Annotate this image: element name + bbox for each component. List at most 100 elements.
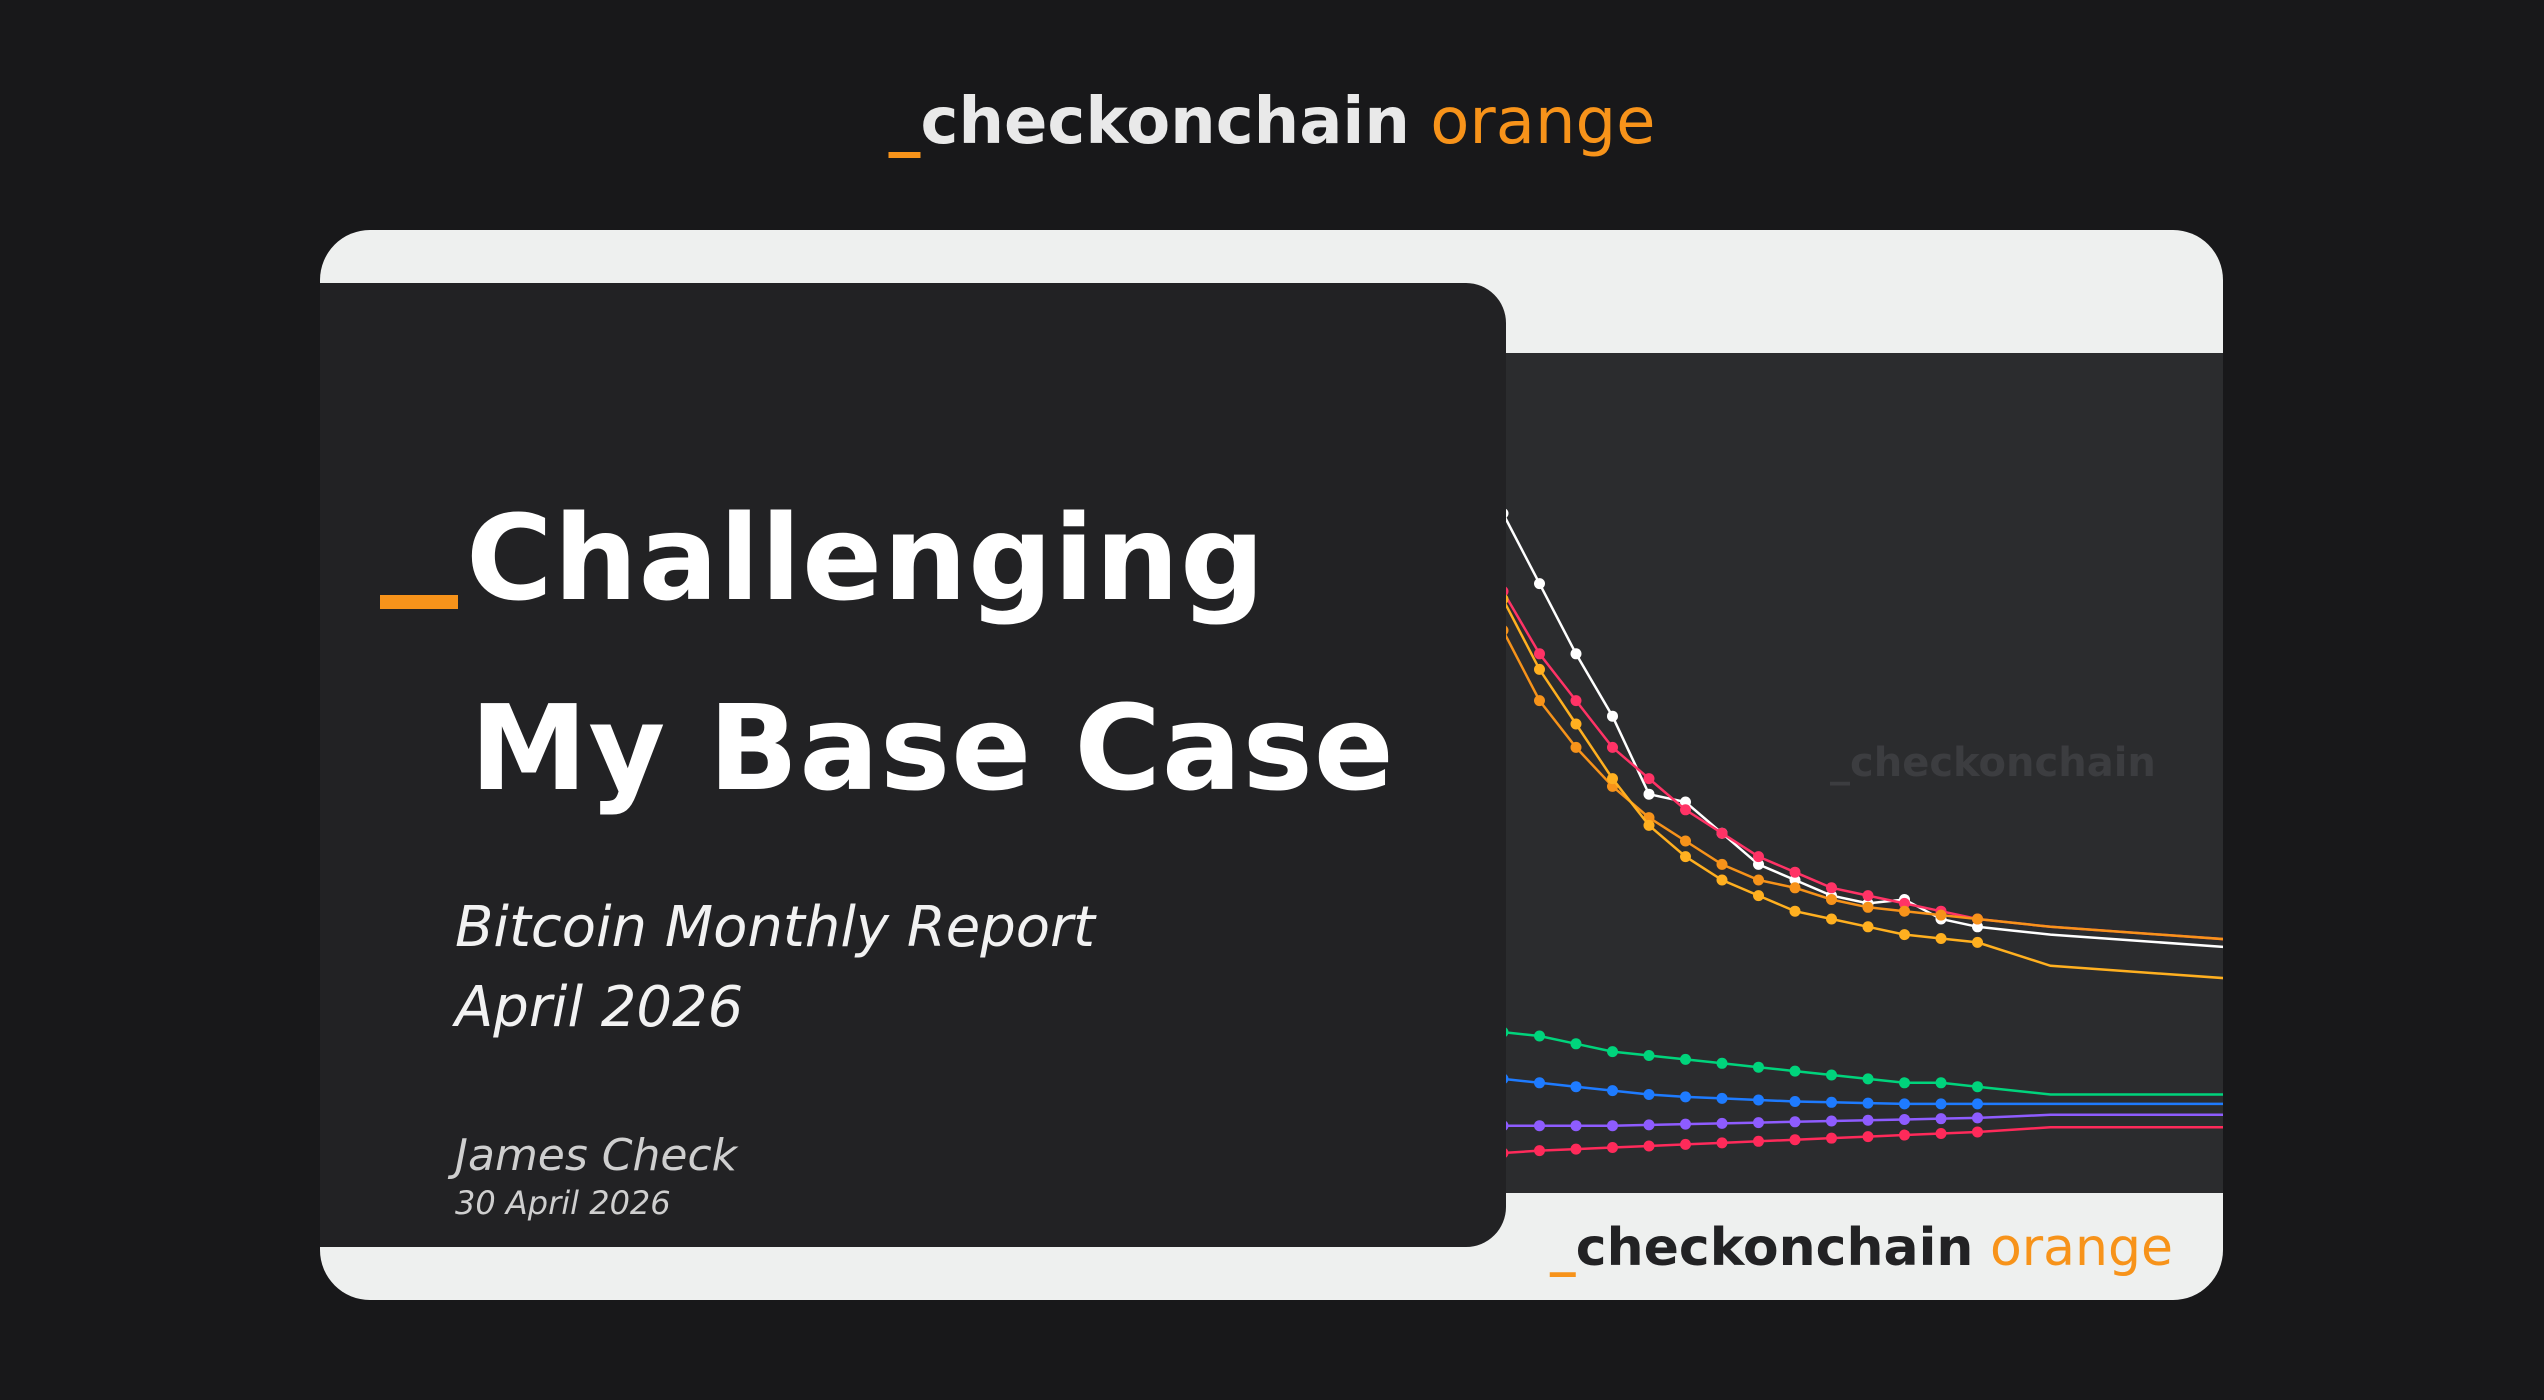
- data-point-green-12: [1862, 1073, 1874, 1085]
- title-underscore-mark: [380, 595, 458, 609]
- data-point-white-3: [1534, 578, 1545, 590]
- data-point-amber-7: [1680, 851, 1691, 863]
- data-point-white-9: [1753, 858, 1764, 870]
- data-point-green-6: [1643, 1050, 1655, 1061]
- data-point-green-4: [1570, 1038, 1582, 1050]
- data-point-amber-13: [1899, 929, 1910, 941]
- data-point-green-15: [1972, 1081, 1983, 1093]
- data-point-crimson-8: [1716, 1137, 1728, 1149]
- data-point-orange-11: [1826, 894, 1837, 905]
- data-point-blue-10: [1789, 1096, 1801, 1108]
- data-point-pink-11: [1826, 882, 1837, 894]
- title-line-1: Challenging: [380, 488, 1266, 628]
- bottom-brand-logo: _checkonchain orange: [1550, 1215, 2173, 1281]
- subtitle-report-name: Bitcoin Monthly Report: [455, 895, 1096, 960]
- data-point-green-11: [1826, 1069, 1837, 1081]
- data-point-amber-10: [1789, 905, 1801, 917]
- series-line-green: [1470, 1027, 2223, 1096]
- data-point-crimson-5: [1607, 1142, 1618, 1154]
- data-point-green-3: [1534, 1030, 1545, 1042]
- data-point-blue-15: [1972, 1098, 1983, 1110]
- data-point-crimson-6: [1643, 1140, 1655, 1152]
- data-point-white-10: [1789, 874, 1801, 886]
- series-line-purple: [1470, 1113, 2223, 1127]
- data-point-orange-9: [1753, 874, 1764, 886]
- subtitle-report-month: April 2026: [455, 975, 744, 1040]
- data-point-crimson-12: [1862, 1131, 1874, 1143]
- footer-brand-suffix: orange: [1989, 1218, 2173, 1278]
- data-point-amber-14: [1935, 933, 1947, 944]
- data-point-crimson-9: [1753, 1135, 1764, 1147]
- data-point-orange-3: [1534, 695, 1545, 707]
- data-point-crimson-4: [1570, 1143, 1582, 1155]
- data-point-green-9: [1753, 1061, 1764, 1073]
- data-point-pink-8: [1716, 827, 1728, 839]
- title-text-1: Challenging: [466, 489, 1266, 627]
- cover-card: _checkonchain Challenging My Base Case B…: [320, 230, 2223, 1300]
- footer-brand-name: checkonchain: [1575, 1218, 1974, 1278]
- author-name: James Check: [455, 1130, 738, 1181]
- data-point-purple-11: [1826, 1115, 1837, 1127]
- series-line-amber: [1470, 562, 2223, 980]
- brand-name: checkonchain: [920, 85, 1410, 159]
- data-point-white-5: [1607, 710, 1618, 722]
- data-point-blue-13: [1899, 1098, 1910, 1110]
- data-point-white-15: [1972, 921, 1983, 933]
- data-point-crimson-14: [1935, 1128, 1947, 1139]
- data-point-green-7: [1680, 1053, 1691, 1065]
- data-point-blue-4: [1570, 1081, 1582, 1093]
- data-point-white-6: [1643, 788, 1655, 800]
- data-point-green-14: [1935, 1077, 1947, 1089]
- data-point-crimson-10: [1789, 1134, 1801, 1146]
- top-brand-logo: _checkonchain orange: [0, 82, 2544, 162]
- publish-date: 30 April 2026: [455, 1184, 671, 1222]
- data-point-pink-12: [1862, 890, 1874, 902]
- data-point-purple-4: [1570, 1120, 1582, 1132]
- data-point-orange-4: [1570, 741, 1582, 753]
- data-point-crimson-3: [1534, 1145, 1545, 1157]
- data-point-purple-3: [1534, 1120, 1545, 1132]
- chart-watermark: _checkonchain: [1830, 740, 2156, 786]
- footer-brand-underscore: _: [1549, 1218, 1576, 1278]
- data-point-amber-8: [1716, 874, 1728, 886]
- title-line-2: My Base Case: [470, 679, 1395, 817]
- data-point-pink-7: [1680, 804, 1691, 816]
- data-point-blue-3: [1534, 1077, 1545, 1089]
- data-point-green-5: [1607, 1046, 1618, 1058]
- data-point-blue-6: [1643, 1089, 1655, 1100]
- data-point-blue-9: [1753, 1094, 1764, 1106]
- data-point-orange-10: [1789, 882, 1801, 894]
- data-point-green-13: [1899, 1077, 1910, 1089]
- data-point-crimson-13: [1899, 1129, 1910, 1141]
- data-point-amber-6: [1643, 819, 1655, 831]
- data-point-pink-13: [1899, 897, 1910, 909]
- data-point-pink-4: [1570, 695, 1582, 707]
- series-line-white: [1470, 454, 2223, 949]
- data-point-amber-12: [1862, 921, 1874, 933]
- data-point-orange-15: [1972, 913, 1983, 925]
- data-point-purple-6: [1643, 1119, 1655, 1131]
- data-point-orange-8: [1716, 858, 1728, 870]
- brand-underscore: _: [888, 85, 921, 159]
- data-point-crimson-11: [1826, 1132, 1837, 1144]
- data-point-orange-12: [1862, 901, 1874, 913]
- data-point-purple-13: [1899, 1113, 1910, 1125]
- line-chart: [1470, 446, 2223, 1162]
- data-point-purple-5: [1607, 1120, 1618, 1132]
- data-point-purple-14: [1935, 1113, 1947, 1125]
- chart-panel: _checkonchain: [1470, 353, 2223, 1193]
- data-point-amber-15: [1972, 936, 1983, 948]
- data-point-orange-7: [1680, 835, 1691, 847]
- data-point-orange-13: [1899, 905, 1910, 917]
- data-point-blue-14: [1935, 1098, 1947, 1110]
- data-point-white-7: [1680, 796, 1691, 808]
- data-point-white-4: [1570, 648, 1582, 660]
- title-panel: Challenging My Base Case Bitcoin Monthly…: [320, 283, 1506, 1247]
- data-point-orange-14: [1935, 909, 1947, 921]
- data-point-purple-10: [1789, 1116, 1801, 1128]
- data-point-crimson-7: [1680, 1138, 1691, 1150]
- data-point-green-10: [1789, 1065, 1801, 1077]
- data-point-purple-8: [1716, 1117, 1728, 1129]
- data-point-amber-4: [1570, 718, 1582, 730]
